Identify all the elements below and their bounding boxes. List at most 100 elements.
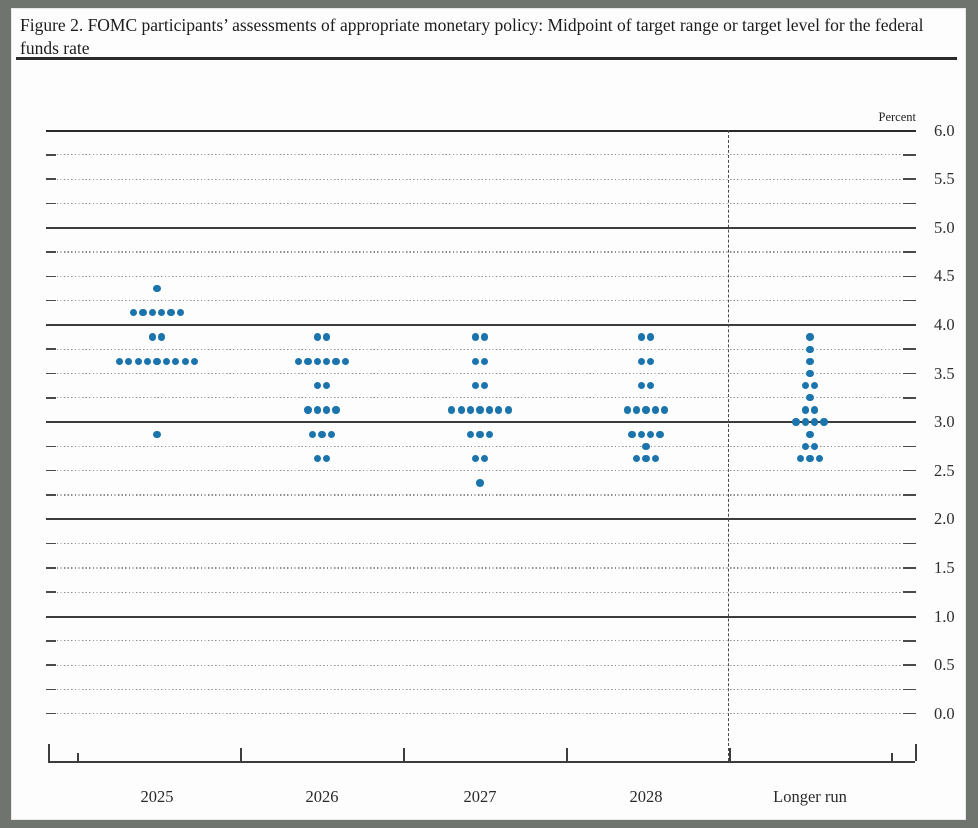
projection-dot bbox=[811, 418, 819, 426]
x-axis-minor-tick bbox=[77, 753, 79, 761]
projection-dot bbox=[647, 357, 655, 366]
gridline-dotted bbox=[46, 470, 916, 472]
y-axis-tick-label: 4.5 bbox=[934, 266, 955, 286]
gridline-dotted bbox=[46, 591, 916, 593]
gridline-solid bbox=[46, 518, 916, 521]
projection-dot bbox=[139, 309, 147, 317]
gridline-solid bbox=[46, 226, 916, 229]
gridline-dotted bbox=[46, 178, 916, 180]
gridline-dotted bbox=[46, 154, 916, 156]
projection-dot bbox=[811, 442, 819, 451]
x-axis-tick bbox=[240, 748, 242, 761]
x-axis-category-label: Longer run bbox=[773, 787, 847, 806]
gridline-left-cap bbox=[46, 542, 56, 545]
projection-dot bbox=[806, 357, 814, 366]
x-axis-tick bbox=[48, 744, 50, 761]
x-axis-category-label: 2027 bbox=[463, 787, 497, 806]
gridline-solid bbox=[46, 421, 916, 424]
gridline-dotted bbox=[46, 251, 916, 253]
x-axis-tick bbox=[729, 748, 731, 761]
projection-dot bbox=[323, 406, 331, 414]
gridline-left-cap bbox=[46, 348, 56, 350]
projection-dot bbox=[504, 406, 512, 414]
gridline-right-cap bbox=[903, 494, 916, 496]
projection-dot bbox=[632, 406, 641, 414]
longer-run-separator bbox=[728, 129, 729, 761]
projection-dot bbox=[820, 418, 828, 426]
gridline-left-cap bbox=[46, 469, 56, 472]
gridline-left-cap bbox=[46, 202, 56, 205]
x-axis-category-label: 2026 bbox=[305, 787, 339, 806]
gridline-dotted bbox=[46, 567, 916, 569]
gridline-right-cap bbox=[903, 567, 916, 569]
x-axis-category-label: 2028 bbox=[629, 787, 663, 806]
gridline-dotted bbox=[46, 494, 916, 496]
projection-dot bbox=[811, 406, 819, 414]
projection-dot bbox=[637, 333, 645, 341]
gridline-right-cap bbox=[903, 640, 916, 642]
gridline-left-cap bbox=[46, 688, 56, 691]
projection-dot bbox=[341, 357, 350, 366]
projection-dot bbox=[129, 309, 138, 317]
y-axis-tick-label: 6.0 bbox=[934, 120, 955, 140]
gridline-left-cap bbox=[46, 445, 56, 448]
gridline-dotted bbox=[46, 688, 916, 691]
projection-dot bbox=[313, 454, 321, 463]
projection-dot bbox=[647, 333, 655, 341]
projection-dot bbox=[304, 357, 312, 366]
projection-dot bbox=[637, 381, 645, 390]
projection-dot bbox=[471, 357, 479, 366]
projection-dot bbox=[632, 454, 641, 463]
projection-dot bbox=[313, 406, 321, 414]
projection-dot bbox=[466, 406, 475, 414]
projection-dot bbox=[628, 430, 636, 438]
gridline-right-cap bbox=[903, 542, 916, 545]
x-axis-tick bbox=[915, 744, 917, 761]
projection-dot bbox=[485, 406, 494, 414]
y-axis-tick-label: 2.5 bbox=[934, 460, 955, 480]
projection-dot bbox=[448, 406, 456, 414]
document-page bbox=[11, 8, 966, 820]
projection-dot bbox=[323, 454, 331, 463]
projection-dot bbox=[153, 430, 161, 438]
gridline-right-cap bbox=[903, 299, 916, 302]
gridline-left-cap bbox=[46, 640, 56, 642]
gridline-left-cap bbox=[46, 712, 56, 715]
gridline-dotted bbox=[46, 664, 916, 666]
projection-dot bbox=[176, 309, 185, 317]
projection-dot bbox=[476, 479, 484, 487]
gridline-dotted bbox=[46, 543, 916, 545]
gridline-left-cap bbox=[46, 372, 56, 375]
projection-dot bbox=[190, 357, 199, 366]
projection-dot bbox=[806, 369, 814, 378]
projection-dot bbox=[158, 333, 166, 341]
projection-dot bbox=[623, 406, 631, 414]
projection-dot bbox=[806, 454, 814, 463]
gridline-dotted bbox=[46, 397, 916, 399]
y-axis-tick-label: 0.5 bbox=[934, 655, 955, 675]
y-axis-tick-label: 0.0 bbox=[934, 703, 955, 723]
gridline-dotted bbox=[46, 300, 916, 302]
projection-dot bbox=[294, 357, 303, 366]
y-axis-tick-label: 5.0 bbox=[934, 217, 955, 237]
x-axis-minor-tick bbox=[891, 753, 893, 761]
projection-dot bbox=[327, 430, 336, 438]
projection-dot bbox=[656, 430, 664, 438]
projection-dot bbox=[806, 394, 814, 402]
title-divider bbox=[16, 57, 957, 60]
y-axis-unit-label: Percent bbox=[878, 110, 916, 124]
projection-dot bbox=[642, 406, 650, 414]
projection-dot bbox=[647, 430, 655, 438]
projection-dot bbox=[318, 430, 326, 438]
gridline-dotted bbox=[46, 445, 916, 448]
gridline-left-cap bbox=[46, 494, 56, 496]
projection-dot bbox=[642, 442, 650, 451]
y-axis-tick-label: 2.0 bbox=[934, 509, 955, 529]
gridline-dotted bbox=[46, 348, 916, 350]
projection-dot bbox=[332, 406, 340, 414]
gridline-right-cap bbox=[903, 445, 916, 448]
projection-dot bbox=[801, 381, 809, 390]
gridline-right-cap bbox=[903, 688, 916, 691]
projection-dot bbox=[153, 284, 161, 293]
